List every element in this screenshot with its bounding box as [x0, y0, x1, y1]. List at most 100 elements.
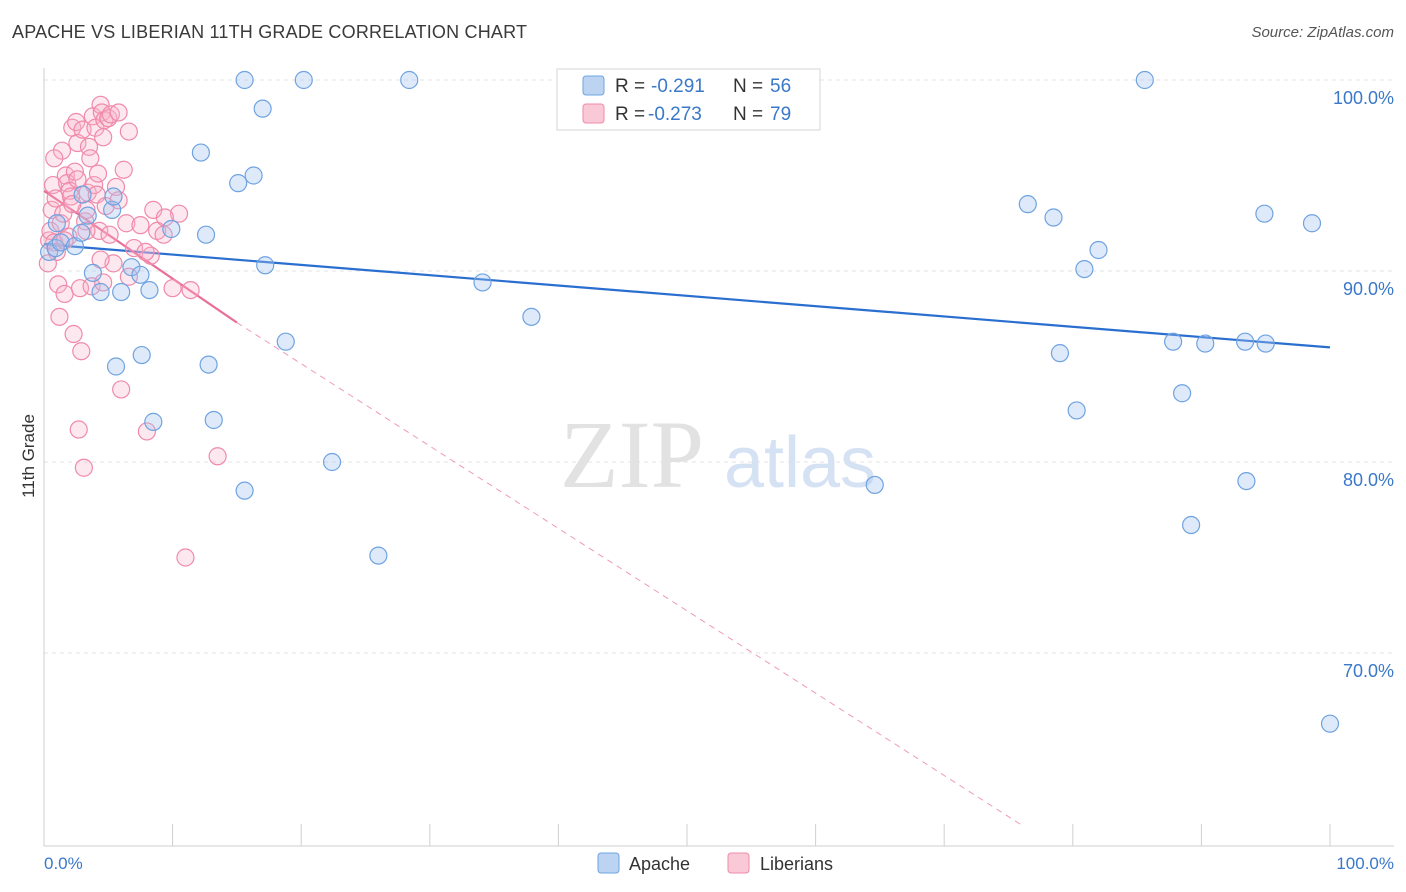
y-tick-label-70: 70.0% — [1343, 661, 1394, 681]
apache-point-36 — [865, 475, 884, 495]
liberian-trend-extension — [236, 322, 1022, 826]
series-legend-swatch-liberian — [727, 852, 750, 874]
apache-point-44 — [1164, 332, 1183, 351]
apache-point-5 — [78, 206, 97, 225]
liberian-point-8 — [50, 307, 69, 326]
apache-point-45 — [1173, 384, 1192, 403]
apache-point-14 — [132, 345, 151, 365]
apache-point-46 — [1182, 515, 1201, 535]
liberian-point-7 — [49, 275, 68, 294]
liberian-point-62 — [163, 279, 182, 298]
apache-point-21 — [204, 410, 223, 430]
liberian-point-23 — [69, 420, 88, 439]
stats-legend-apache-r-value: -0.291 — [651, 76, 705, 97]
apache-point-29 — [294, 70, 313, 90]
apache-point-52 — [1302, 214, 1322, 233]
apache-point-11 — [112, 282, 131, 302]
liberian-point-53 — [117, 214, 136, 233]
apache-point-1 — [46, 238, 65, 258]
liberian-point-38 — [88, 164, 108, 183]
apache-point-27 — [256, 256, 275, 275]
liberian-point-77 — [94, 128, 113, 147]
liberian-point-12 — [55, 284, 74, 304]
apache-point-24 — [235, 70, 254, 90]
apache-point-39 — [1050, 344, 1070, 363]
apache-point-4 — [72, 223, 91, 242]
apache-point-6 — [83, 263, 102, 283]
liberian-point-24 — [70, 279, 90, 298]
liberian-point-68 — [45, 149, 64, 168]
liberian-point-54 — [119, 122, 138, 141]
apache-point-7 — [91, 282, 110, 302]
liberian-point-32 — [81, 149, 100, 168]
apache-point-37 — [1018, 195, 1037, 214]
apache-point-55 — [73, 185, 92, 204]
liberian-point-1 — [41, 221, 60, 240]
apache-point-8 — [103, 200, 122, 219]
liberian-point-39 — [90, 221, 109, 240]
apache-point-20 — [199, 355, 218, 374]
data-points — [38, 70, 1340, 733]
trend-lines — [43, 189, 1331, 826]
apache-point-16 — [144, 412, 163, 431]
apache-point-49 — [1237, 472, 1256, 491]
apache-point-40 — [1067, 401, 1086, 420]
y-tick-label-80: 80.0% — [1343, 470, 1394, 490]
series-legend-liberian-label: Liberians — [760, 854, 833, 874]
watermark-zip: ZIP — [560, 401, 704, 508]
liberian-point-64 — [176, 548, 195, 567]
apache-trend-line — [43, 243, 1331, 349]
series-legend-apache-label: Apache — [629, 854, 690, 874]
y-axis-label: 11th Grade — [19, 414, 38, 498]
apache-point-31 — [369, 546, 388, 565]
liberian-point-73 — [91, 250, 110, 269]
apache-point-43 — [1135, 70, 1154, 90]
liberian-point-66 — [208, 447, 227, 466]
apache-point-54 — [47, 214, 66, 233]
liberian-point-65 — [181, 281, 200, 300]
y-tick-labels: 70.0% 80.0% 90.0% 100.0% — [1333, 88, 1394, 681]
liberian-point-57 — [137, 422, 156, 441]
liberian-point-56 — [131, 216, 150, 235]
apache-point-41 — [1075, 259, 1094, 279]
liberian-point-19 — [64, 324, 83, 344]
liberian-point-51 — [112, 380, 131, 399]
x-tick-label-min: 0.0% — [44, 854, 83, 873]
apache-point-18 — [191, 143, 210, 162]
liberian-point-5 — [46, 189, 65, 208]
stats-legend: R = -0.291 N = 56 R = -0.273 N = 79 — [556, 68, 821, 131]
liberian-point-25 — [72, 342, 91, 361]
liberian-point-55 — [124, 238, 144, 258]
liberian-point-10 — [52, 141, 72, 160]
stats-legend-swatch-apache — [582, 75, 605, 96]
apache-point-10 — [106, 357, 126, 376]
liberian-point-78 — [155, 208, 174, 227]
apache-point-28 — [276, 332, 295, 351]
apache-point-33 — [473, 273, 492, 292]
y-tick-label-90: 90.0% — [1343, 279, 1394, 299]
axes — [43, 68, 1394, 847]
stats-legend-apache-r-label: R = — [615, 76, 645, 97]
chart-source: Source: ZipAtlas.com — [1251, 24, 1394, 41]
liberian-point-33 — [82, 277, 101, 296]
series-legend: Apache Liberians — [597, 852, 833, 874]
liberian-point-3 — [43, 175, 63, 195]
apache-point-34 — [522, 307, 541, 326]
stats-legend-liberian-r-value: -0.273 — [648, 104, 702, 125]
liberian-point-22 — [68, 133, 87, 153]
chart-title: APACHE VS LIBERIAN 11TH GRADE CORRELATIO… — [12, 22, 528, 42]
apache-point-13 — [131, 265, 150, 284]
apache-point-23 — [235, 481, 254, 500]
stats-legend-swatch-liberian — [582, 103, 605, 124]
liberian-point-52 — [114, 160, 133, 179]
apache-point-17 — [162, 219, 181, 239]
apache-point-50 — [1255, 204, 1274, 223]
apache-point-19 — [196, 225, 216, 244]
apache-point-30 — [322, 452, 342, 472]
liberian-point-21 — [67, 112, 86, 132]
liberian-point-2 — [42, 200, 61, 219]
liberian-point-71 — [68, 170, 87, 189]
watermark-atlas: atlas — [724, 423, 876, 503]
apache-point-42 — [1089, 240, 1108, 260]
apache-point-2 — [51, 233, 70, 252]
